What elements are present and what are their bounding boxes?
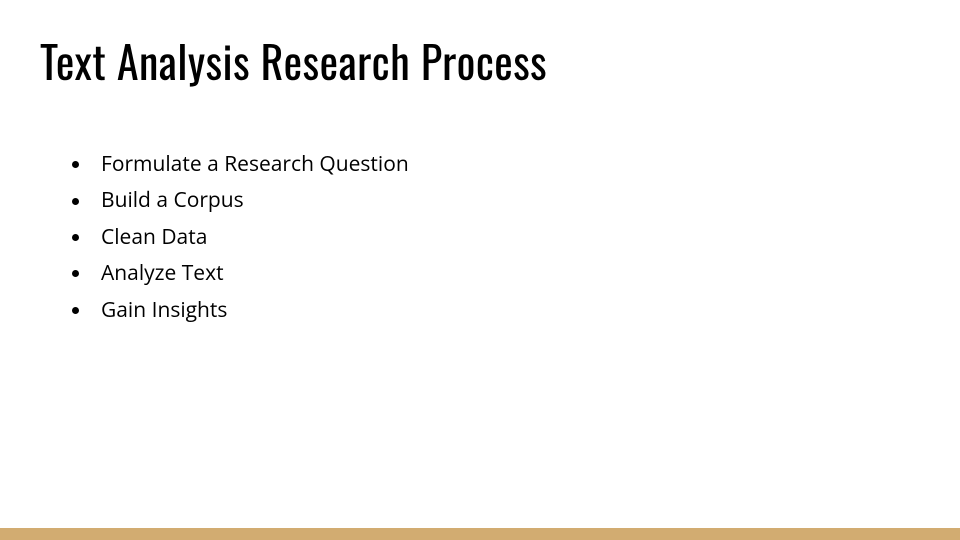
list-item: Build a Corpus bbox=[72, 186, 409, 215]
list-item: Analyze Text bbox=[72, 259, 409, 288]
list-item: Gain Insights bbox=[72, 296, 409, 325]
slide-title: Text Analysis Research Process bbox=[40, 28, 547, 93]
bullet-text: Analyze Text bbox=[101, 259, 224, 288]
bullet-marker-icon bbox=[72, 198, 79, 205]
bullet-marker-icon bbox=[72, 161, 79, 168]
bullet-marker-icon bbox=[72, 270, 79, 277]
accent-bar bbox=[0, 528, 960, 540]
bullet-marker-icon bbox=[72, 307, 79, 314]
bullet-text: Build a Corpus bbox=[101, 186, 244, 215]
bullet-list: Formulate a Research Question Build a Co… bbox=[72, 150, 409, 332]
bullet-text: Clean Data bbox=[101, 223, 207, 252]
list-item: Formulate a Research Question bbox=[72, 150, 409, 179]
bullet-text: Gain Insights bbox=[101, 296, 227, 325]
bullet-marker-icon bbox=[72, 234, 79, 241]
bullet-text: Formulate a Research Question bbox=[101, 150, 409, 179]
list-item: Clean Data bbox=[72, 223, 409, 252]
